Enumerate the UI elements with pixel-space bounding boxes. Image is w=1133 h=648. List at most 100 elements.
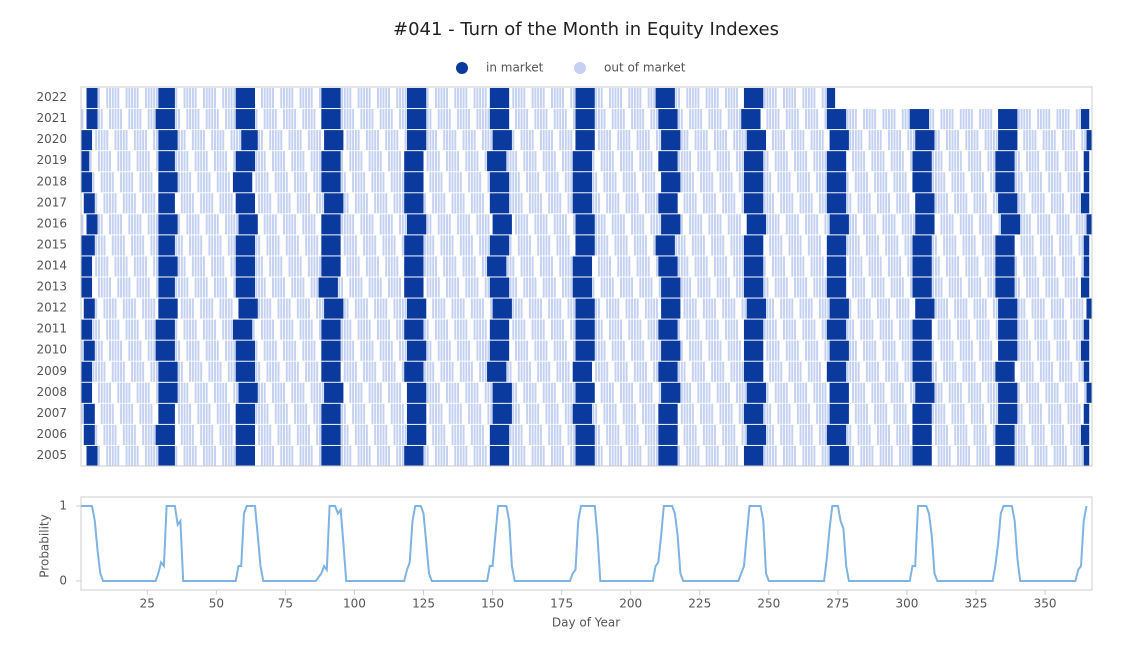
out-of-market-cell [180,172,183,193]
out-of-market-cell [133,214,136,235]
out-of-market-cell [468,277,471,298]
out-of-market-cell [512,403,515,424]
out-of-market-cell [451,424,454,445]
in-market-span [658,319,678,340]
out-of-market-cell [879,298,882,319]
out-of-market-cell [945,235,948,256]
out-of-market-cell [216,361,219,382]
out-of-market-cell [1026,361,1029,382]
out-of-market-cell [631,277,634,298]
out-of-market-cell [437,424,440,445]
out-of-market-cell [515,214,518,235]
out-of-market-cell [288,445,291,466]
out-of-market-cell [708,109,711,130]
out-of-market-cell [222,424,225,445]
out-of-market-cell [136,319,139,340]
out-of-market-cell [216,172,219,193]
out-of-market-cell [125,277,128,298]
out-of-market-cell [125,256,128,277]
out-of-market-cell [777,151,780,172]
out-of-market-cell [968,445,971,466]
out-of-market-cell [183,319,186,340]
out-of-market-cell [802,151,805,172]
out-of-market-cell [655,256,658,277]
out-of-market-cell [965,109,968,130]
out-of-market-cell [932,361,935,382]
out-of-market-cell [636,235,639,256]
out-of-market-cell [509,235,512,256]
out-of-market-cell [446,130,448,151]
out-of-market-cell [255,361,258,382]
out-of-market-cell [799,172,802,193]
out-of-market-cell [186,88,189,109]
out-of-market-cell [341,172,344,193]
out-of-market-cell [150,361,153,382]
out-of-market-cell [697,445,700,466]
out-of-market-cell [1028,172,1031,193]
out-of-market-cell [597,130,600,151]
out-of-market-cell [992,424,995,445]
out-of-market-cell [128,151,131,172]
in-market-span [489,319,510,340]
out-of-market-cell [744,298,747,319]
out-of-market-cell [448,277,451,298]
out-of-market-cell [368,130,371,151]
out-of-market-cell [404,214,407,235]
out-of-market-cell [774,277,777,298]
out-of-market-cell [517,361,520,382]
out-of-market-cell [785,277,788,298]
out-of-market-cell [153,298,156,319]
out-of-market-cell [528,172,531,193]
out-of-market-cell [990,172,993,193]
out-of-market-cell [92,319,95,340]
out-of-market-cell [805,382,808,403]
out-of-market-cell [1028,235,1031,256]
out-of-market-cell [957,424,960,445]
out-of-market-cell [631,88,634,109]
out-of-market-cell [296,151,299,172]
out-of-market-cell [992,382,995,403]
out-of-market-cell [440,298,443,319]
out-of-market-cell [849,424,852,445]
out-of-market-cell [310,256,313,277]
out-of-market-cell [97,256,100,277]
out-of-market-cell [550,151,553,172]
out-of-market-cell [393,151,396,172]
out-of-market-cell [824,277,827,298]
out-of-market-cell [404,109,407,130]
out-of-market-cell [296,130,299,151]
out-of-market-cell [943,172,946,193]
out-of-market-cell [180,298,183,319]
out-of-market-cell [446,361,448,382]
out-of-market-cell [379,298,382,319]
out-of-market-cell [465,88,468,109]
out-of-market-cell [258,277,261,298]
out-of-market-cell [689,88,692,109]
out-of-market-cell [794,151,797,172]
out-of-market-cell [622,109,625,130]
out-of-market-cell [948,319,951,340]
out-of-market-cell [396,130,399,151]
in-market-span [826,424,847,445]
out-of-market-cell [103,130,106,151]
out-of-market-cell [512,277,515,298]
out-of-market-cell [771,424,774,445]
in-market-span [743,361,764,382]
out-of-market-cell [305,172,308,193]
out-of-market-cell [785,403,788,424]
out-of-market-cell [719,361,722,382]
out-of-market-cell [128,340,131,361]
out-of-market-cell [260,151,263,172]
out-of-market-cell [100,340,103,361]
out-of-market-cell [697,88,700,109]
in-market-span [658,445,678,466]
out-of-market-cell [868,256,871,277]
out-of-market-cell [642,109,645,130]
out-of-market-cell [448,382,451,403]
out-of-market-cell [600,151,603,172]
in-market-span [404,319,424,340]
in-market-span [1086,298,1092,319]
out-of-market-cell [122,151,125,172]
out-of-market-cell [595,298,598,319]
out-of-market-cell [860,424,863,445]
